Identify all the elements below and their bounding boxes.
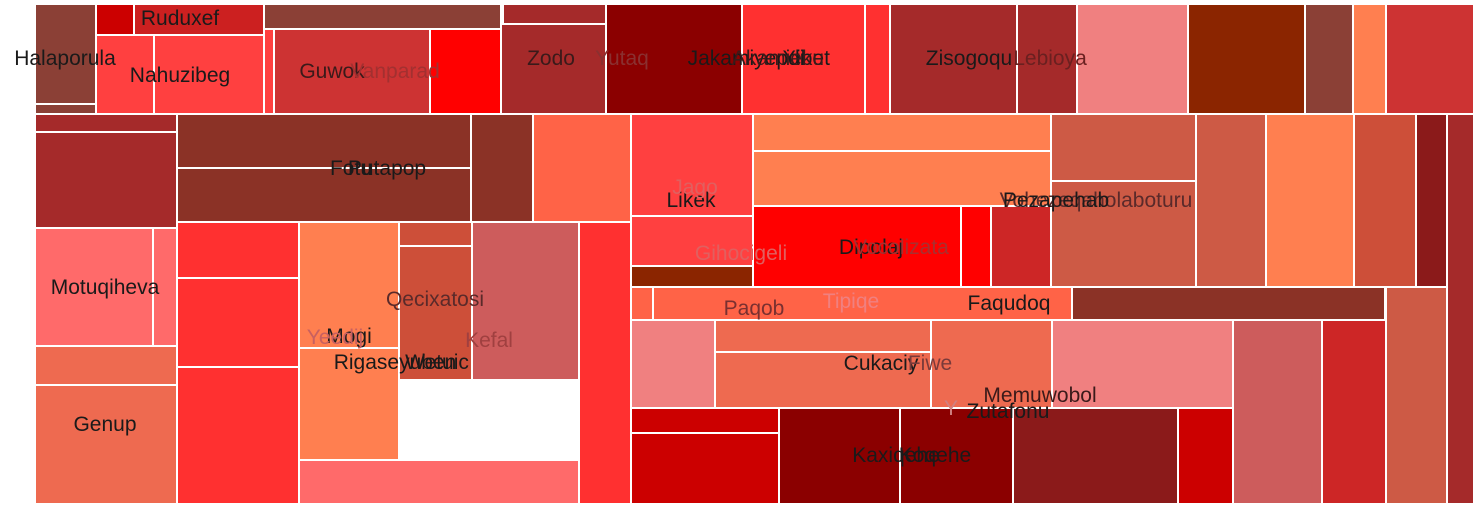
treemap-tile-wetuic-2 — [579, 222, 631, 504]
treemap-tile-vohezeqaholaboturu-7 — [1416, 114, 1447, 287]
treemap-tile-cukaciy-0 — [631, 320, 715, 408]
treemap-tile-jakamiyepdi-0 — [606, 4, 742, 114]
treemap-tile-kaxiqehe-1 — [631, 433, 779, 504]
treemap-tile-motuqiheva-0 — [35, 228, 153, 346]
treemap-tile-kaxiqehe-3 — [900, 408, 1013, 504]
treemap-tile-paqob-0 — [631, 287, 653, 320]
treemap-tile-vohezeqaholaboturu-6 — [1354, 114, 1416, 287]
treemap-tile-cukaciy-1 — [715, 320, 931, 352]
treemap-tile-vohezeqaholaboturu-2 — [1051, 114, 1196, 181]
treemap-tile-memuwobol-3 — [1386, 287, 1447, 504]
treemap-tile-lebioya-2 — [1305, 4, 1353, 114]
treemap-tile-ruduxef-5 — [503, 4, 606, 24]
treemap-tile-ruduxef-2 — [134, 4, 264, 35]
treemap-tile-zutafonu-0 — [1013, 408, 1178, 504]
treemap-tile-dipolaj-2 — [991, 206, 1051, 287]
treemap-tile-dipolaj-0 — [753, 206, 961, 287]
treemap-tile-motuqiheva-1 — [153, 228, 177, 346]
treemap-tile-motuqiheva-2 — [35, 346, 177, 385]
treemap-tile-zutafonu-1 — [1178, 408, 1233, 504]
treemap-tile-guwok-1 — [430, 29, 501, 114]
treemap-tile-wetuic-0 — [472, 222, 579, 380]
treemap-tile-qecixatosi-0 — [177, 222, 299, 278]
treemap-tile-nahuzibeg-2 — [264, 29, 274, 114]
treemap-tile-vohezeqaholaboturu-3 — [1051, 181, 1196, 287]
treemap-tile-ruduxef-1 — [96, 4, 134, 35]
treemap-tile-dipolaj-1 — [961, 206, 991, 287]
treemap-tile-fotu-1 — [35, 132, 177, 228]
treemap-tile-zisogoqu-1 — [1017, 4, 1077, 114]
treemap-tile-qecixatosi-3 — [299, 222, 399, 348]
treemap-tile-lebioya-4 — [1386, 4, 1474, 114]
treemap-tile-fotu-0 — [35, 114, 177, 132]
treemap-tile-wetuic-1 — [299, 460, 579, 504]
treemap-tile-halaporula-0 — [35, 104, 96, 114]
treemap-tile-likek-0 — [631, 114, 753, 216]
treemap-tile-fotu-3 — [177, 168, 471, 222]
treemap-tile-guwok-0 — [274, 29, 430, 114]
treemap-tile-likek-2 — [631, 266, 753, 287]
treemap-tile-nahuzibeg-0 — [96, 35, 154, 114]
treemap-tile-kaxiqehe-0 — [631, 408, 779, 433]
treemap-tile-fotu-5 — [533, 114, 631, 222]
treemap-tile-cukaciy-3 — [931, 320, 1052, 408]
treemap-tile-memuwobol-0 — [1052, 320, 1233, 408]
treemap-tile-fotu-4 — [471, 114, 533, 222]
treemap-tile-lebioya-1 — [1188, 4, 1305, 114]
treemap-tile-kaxiqehe-2 — [779, 408, 900, 504]
treemap-tile-fotu-2 — [177, 114, 471, 168]
treemap-tile-vohezeqaholaboturu-5 — [1266, 114, 1354, 287]
treemap-tile-memuwobol-1 — [1233, 320, 1322, 504]
treemap-tile-qecixatosi-6 — [399, 246, 472, 380]
treemap-tile-lebioya-0 — [1077, 4, 1188, 114]
treemap-tile-ruduxef-0 — [35, 4, 96, 104]
treemap-tile-qecixatosi-4 — [299, 348, 399, 460]
treemap-tile-likek-1 — [631, 216, 753, 266]
treemap-tile-qecixatosi-5 — [399, 222, 472, 246]
treemap-tile-memuwobol-2 — [1322, 320, 1386, 504]
treemap-tile-zisogoqu-0 — [890, 4, 1017, 114]
treemap-tile-lebioya-3 — [1353, 4, 1386, 114]
treemap-tile-nahuzibeg-1 — [154, 35, 264, 114]
treemap-tile-zodo-0 — [501, 24, 606, 114]
treemap-tile-xibet-0 — [742, 4, 865, 114]
treemap-tile-faqudoq-2 — [1447, 114, 1474, 504]
treemap-tile-ruduxef-4 — [264, 4, 501, 29]
treemap-tile-cukaciy-2 — [715, 352, 931, 408]
treemap-tile-xibet-1 — [865, 4, 890, 114]
treemap-tile-faqudoq-0 — [653, 287, 1072, 320]
treemap-tile-qecixatosi-1 — [177, 278, 299, 367]
treemap-tile-vohezeqaholaboturu-4 — [1196, 114, 1266, 287]
treemap-tile-vohezeqaholaboturu-1 — [753, 151, 1051, 206]
treemap-tile-qecixatosi-2 — [177, 367, 299, 504]
treemap-tile-genup-0 — [35, 385, 177, 504]
treemap-tile-faqudoq-1 — [1072, 287, 1385, 320]
treemap-tile-vohezeqaholaboturu-0 — [753, 114, 1051, 151]
